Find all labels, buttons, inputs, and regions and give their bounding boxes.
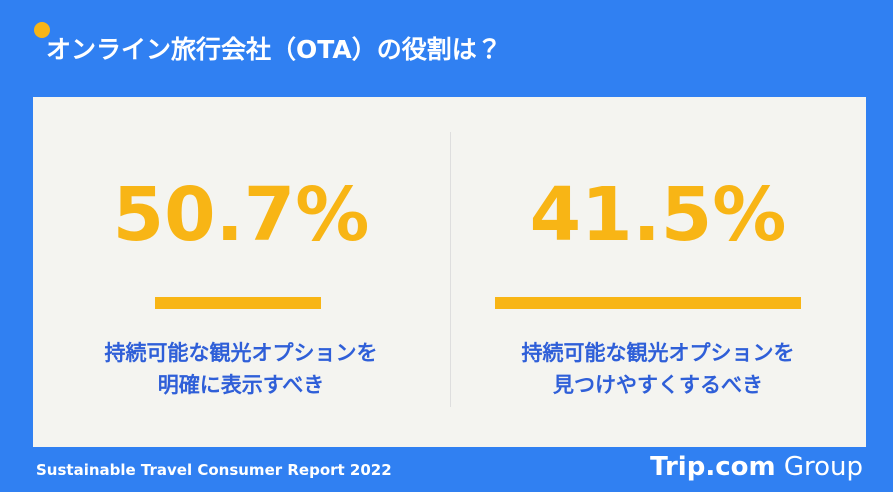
stat-value: 50.7%: [112, 172, 370, 258]
panel: 50.7% 持続可能な観光オプションを 明確に表示すべき 41.5% 持続可能な…: [33, 97, 866, 447]
brand-logo: Trip.com Group: [650, 452, 863, 482]
accent-bar: [495, 297, 801, 309]
divider: [450, 132, 451, 407]
stat-description: 持続可能な観光オプションを 見つけやすくするべき: [450, 337, 866, 401]
report-name: Sustainable Travel Consumer Report 2022: [36, 461, 392, 479]
stat: 50.7% 持続可能な観光オプションを 明確に表示すべき: [33, 97, 449, 447]
desc-line: 持続可能な観光オプションを: [104, 341, 378, 365]
desc-line: 明確に表示すべき: [157, 373, 325, 397]
stat-value: 41.5%: [529, 172, 787, 258]
accent-bar: [155, 297, 321, 309]
desc-line: 見つけやすくするべき: [553, 373, 763, 397]
title-dot: [34, 22, 50, 38]
desc-line: 持続可能な観光オプションを: [521, 341, 795, 365]
stat: 41.5% 持続可能な観光オプションを 見つけやすくするべき: [450, 97, 866, 447]
brand-name: Trip.com: [650, 452, 776, 482]
stat-description: 持続可能な観光オプションを 明確に表示すべき: [33, 337, 449, 401]
brand-suffix: Group: [783, 452, 863, 482]
title: オンライン旅行会社（OTA）の役割は？: [46, 35, 502, 64]
